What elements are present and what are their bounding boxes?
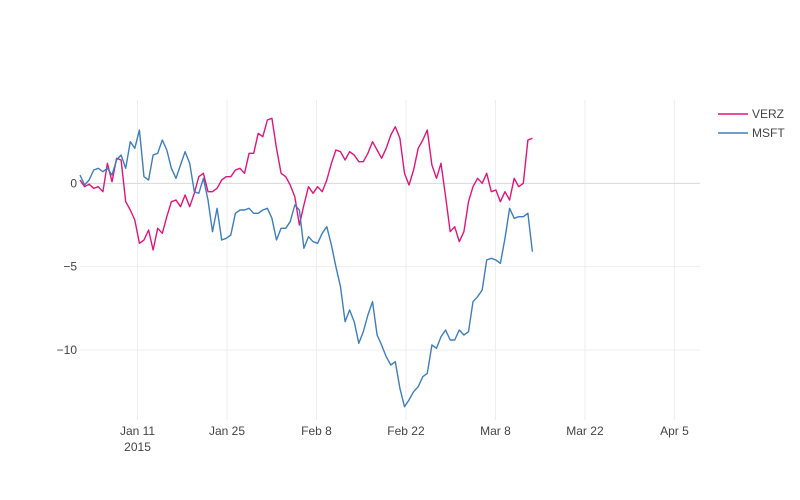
y-tick-label: 0: [70, 176, 77, 190]
x-tick-label: Apr 5: [660, 424, 689, 438]
legend-label: MSFT: [752, 126, 785, 140]
grid: [80, 100, 700, 420]
x-tick-label: Mar 8: [480, 424, 511, 438]
x-tick-sublabel: 2015: [124, 440, 151, 454]
y-tick-label: −10: [57, 343, 78, 357]
legend-label: VERZ: [752, 107, 784, 121]
series-line-msft: [79, 129, 534, 408]
x-tick-label: Jan 11: [120, 424, 155, 438]
x-tick-label: Feb 22: [387, 424, 425, 438]
x-tick-label: Mar 22: [566, 424, 604, 438]
y-tick-label: −5: [63, 260, 77, 274]
x-axis: Jan 11 2015 Jan 25 Feb 8 Feb 22 Mar 8 Mar 22 Ap…: [120, 424, 689, 454]
legend-item-msft[interactable]: MSFT: [718, 126, 785, 140]
legend-item-verz[interactable]: VERZ: [718, 107, 784, 121]
y-axis: 0 −5 −10: [57, 176, 78, 357]
series-line-verz: [79, 117, 533, 251]
legend[interactable]: VERZ MSFT: [718, 107, 785, 140]
x-tick-label: Jan 25: [209, 424, 245, 438]
x-tick-label: Feb 8: [301, 424, 332, 438]
series-lines: [79, 117, 534, 408]
